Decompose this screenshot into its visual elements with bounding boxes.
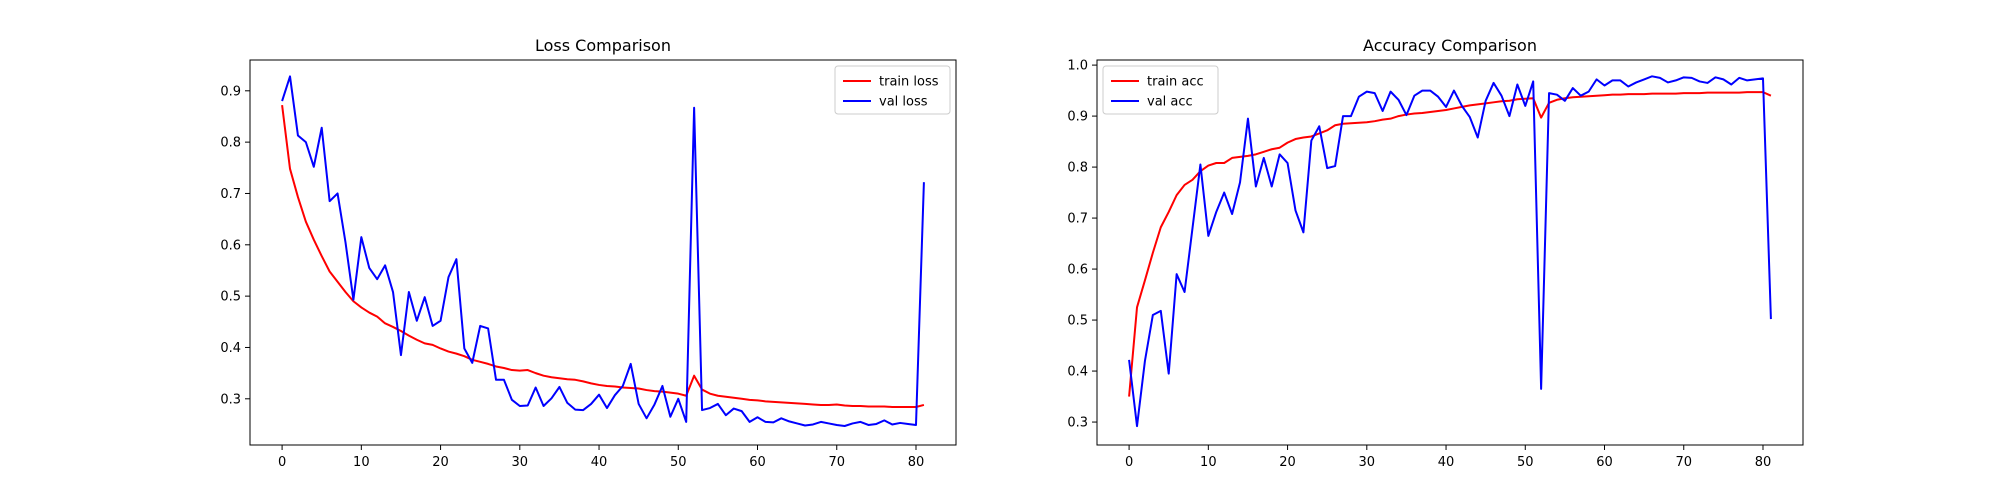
legend: train acc val acc <box>1102 65 1219 115</box>
x-tick-label: 0 <box>1125 455 1133 470</box>
legend-label: train loss <box>879 75 939 90</box>
y-tick-label: 0.5 <box>220 290 241 305</box>
x-tick-label: 70 <box>828 455 845 470</box>
y-tick-label: 0.6 <box>1067 263 1088 278</box>
chart-title: Loss Comparison <box>535 36 671 55</box>
y-tick-label: 0.9 <box>1067 110 1088 125</box>
loss-comparison-chart: Loss Comparison 0 10 20 30 40 50 60 70 80 0.3 0.4 0.… <box>220 36 957 470</box>
x-tick-label: 60 <box>1596 455 1613 470</box>
legend-label: val loss <box>879 95 928 110</box>
series-line-val-acc <box>1128 75 1772 428</box>
plot-frame <box>1096 59 1804 446</box>
y-tick-label: 0.4 <box>220 341 241 356</box>
x-tick-label: 10 <box>1200 455 1217 470</box>
x-tick-label: 50 <box>670 455 687 470</box>
series-line-train-loss <box>281 105 925 409</box>
x-tick-label: 0 <box>278 455 286 470</box>
y-tick-label: 0.3 <box>1067 416 1088 431</box>
x-tick-label: 20 <box>432 455 449 470</box>
y-tick-label: 1.0 <box>1067 59 1088 74</box>
x-tick-label: 20 <box>1279 455 1296 470</box>
y-tick-label: 0.5 <box>1067 314 1088 329</box>
legend: train loss val loss <box>834 65 951 115</box>
series-line-val-loss <box>281 75 925 428</box>
x-tick-label: 80 <box>1755 455 1772 470</box>
chart-title: Accuracy Comparison <box>1363 36 1537 55</box>
y-tick-label: 0.8 <box>1067 161 1088 176</box>
x-tick-label: 40 <box>591 455 608 470</box>
accuracy-comparison-chart: Accuracy Comparison 0 10 20 30 40 50 60 70 80 0.3 0… <box>1067 36 1804 470</box>
x-tick-label: 80 <box>908 455 925 470</box>
y-tick-label: 0.7 <box>1067 212 1088 227</box>
legend-label: train acc <box>1147 75 1204 90</box>
x-tick-label: 30 <box>1359 455 1376 470</box>
x-tick-label: 60 <box>749 455 766 470</box>
y-tick-label: 0.8 <box>220 136 241 151</box>
y-tick-label: 0.6 <box>220 238 241 253</box>
x-tick-label: 40 <box>1438 455 1455 470</box>
y-tick-label: 0.7 <box>220 187 241 202</box>
series-line-train-acc <box>1128 91 1772 397</box>
y-tick-label: 0.4 <box>1067 365 1088 380</box>
x-tick-label: 10 <box>353 455 370 470</box>
y-tick-label: 0.9 <box>220 84 241 99</box>
x-tick-label: 70 <box>1675 455 1692 470</box>
x-tick-label: 50 <box>1517 455 1534 470</box>
legend-label: val acc <box>1147 95 1193 110</box>
plot-frame <box>249 59 957 446</box>
x-tick-label: 30 <box>512 455 529 470</box>
y-tick-label: 0.3 <box>220 392 241 407</box>
